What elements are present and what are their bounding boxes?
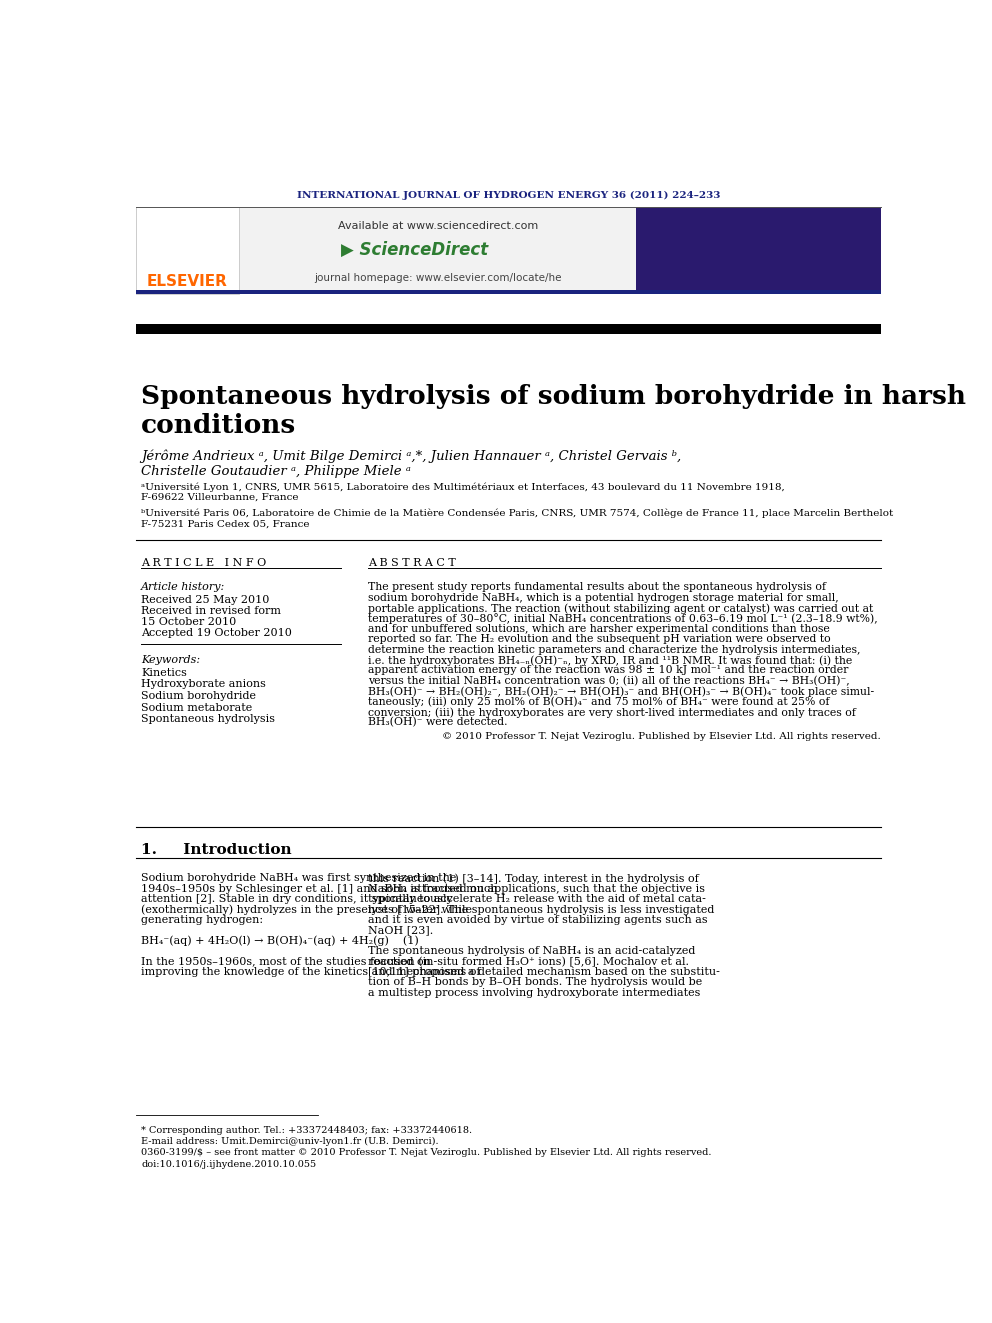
Text: [10,11] proposed a detailed mechanism based on the substitu-: [10,11] proposed a detailed mechanism ba… [368, 967, 720, 976]
Text: doi:10.1016/j.ijhydene.2010.10.055: doi:10.1016/j.ijhydene.2010.10.055 [141, 1160, 316, 1168]
Text: this reaction (1) [3–14]. Today, interest in the hydrolysis of: this reaction (1) [3–14]. Today, interes… [368, 873, 699, 884]
Text: portable applications. The reaction (without stabilizing agent or catalyst) was : portable applications. The reaction (wit… [368, 603, 873, 614]
Text: taneously; (iii) only 25 mol% of B(OH)₄⁻ and 75 mol% of BH₄⁻ were found at 25% o: taneously; (iii) only 25 mol% of B(OH)₄⁻… [368, 697, 829, 708]
Text: Available at www.sciencedirect.com: Available at www.sciencedirect.com [337, 221, 538, 230]
Text: * Corresponding author. Tel.: +33372448403; fax: +33372440618.: * Corresponding author. Tel.: +333724484… [141, 1126, 472, 1135]
Text: typically to accelerate H₂ release with the aid of metal cata-: typically to accelerate H₂ release with … [368, 894, 706, 904]
Text: and for unbuffered solutions, which are harsher experimental conditions than tho: and for unbuffered solutions, which are … [368, 624, 830, 634]
Text: Sodium borohydride NaBH₄ was first synthesized in the: Sodium borohydride NaBH₄ was first synth… [141, 873, 456, 884]
Text: Received 25 May 2010: Received 25 May 2010 [141, 594, 270, 605]
Text: Kinetics
Hydroxyborate anions
Sodium borohydride
Sodium metaborate
Spontaneous h: Kinetics Hydroxyborate anions Sodium bor… [141, 668, 275, 724]
Text: 15 October 2010: 15 October 2010 [141, 617, 236, 627]
Bar [136, 208, 881, 294]
Text: Spontaneous hydrolysis of sodium borohydride in harsh
conditions: Spontaneous hydrolysis of sodium borohyd… [141, 384, 966, 438]
Text: In the 1950s–1960s, most of the studies focused on: In the 1950s–1960s, most of the studies … [141, 957, 431, 967]
Text: 1.     Introduction: 1. Introduction [141, 843, 292, 856]
Text: reported so far. The H₂ evolution and the subsequent pH variation were observed : reported so far. The H₂ evolution and th… [368, 634, 830, 644]
Text: Received in revised form: Received in revised form [141, 606, 281, 617]
Text: NaBH₄ is focused on applications, such that the objective is: NaBH₄ is focused on applications, such t… [368, 884, 705, 894]
Text: Keywords:: Keywords: [141, 655, 200, 665]
Text: attention [2]. Stable in dry conditions, it spontaneously: attention [2]. Stable in dry conditions,… [141, 894, 452, 904]
Text: lysts [15–22]. The spontaneous hydrolysis is less investigated: lysts [15–22]. The spontaneous hydrolysi… [368, 905, 714, 914]
Text: reaction (in-situ formed H₃O⁺ ions) [5,6]. Mochalov et al.: reaction (in-situ formed H₃O⁺ ions) [5,6… [368, 957, 689, 967]
Text: conversion; (iii) the hydroxyborates are very short-lived intermediates and only: conversion; (iii) the hydroxyborates are… [368, 706, 856, 717]
Text: generating hydrogen:: generating hydrogen: [141, 916, 263, 925]
Text: Accepted 19 October 2010: Accepted 19 October 2010 [141, 627, 292, 638]
Text: (exothermically) hydrolyzes in the presence of water while: (exothermically) hydrolyzes in the prese… [141, 905, 472, 916]
Bar [136, 208, 239, 294]
Text: determine the reaction kinetic parameters and characterize the hydrolysis interm: determine the reaction kinetic parameter… [368, 644, 861, 655]
Text: NaOH [23].: NaOH [23]. [368, 925, 434, 935]
Text: ▶ ScienceDirect: ▶ ScienceDirect [341, 241, 488, 258]
Text: ᵃUniversité Lyon 1, CNRS, UMR 5615, Laboratoire des Multimétériaux et Interfaces: ᵃUniversité Lyon 1, CNRS, UMR 5615, Labo… [141, 482, 785, 501]
Text: improving the knowledge of the kinetics and mechanisms of: improving the knowledge of the kinetics … [141, 967, 480, 976]
Text: 1940s–1950s by Schlesinger et al. [1] and soon attracted much: 1940s–1950s by Schlesinger et al. [1] an… [141, 884, 498, 894]
Text: BH₄⁻(aq) + 4H₂O(l) → B(OH)₄⁻(aq) + 4H₂(g)    (1): BH₄⁻(aq) + 4H₂O(l) → B(OH)₄⁻(aq) + 4H₂(g… [141, 935, 419, 946]
Text: temperatures of 30–80°C, initial NaBH₄ concentrations of 0.63–6.19 mol L⁻¹ (2.3–: temperatures of 30–80°C, initial NaBH₄ c… [368, 614, 878, 624]
Text: BH₃(OH)⁻ were detected.: BH₃(OH)⁻ were detected. [368, 717, 508, 728]
Text: versus the initial NaBH₄ concentration was 0; (ii) all of the reactions BH₄⁻ → B: versus the initial NaBH₄ concentration w… [368, 676, 850, 687]
Bar [136, 290, 881, 294]
Text: The present study reports fundamental results about the spontaneous hydrolysis o: The present study reports fundamental re… [368, 582, 826, 593]
Text: A R T I C L E   I N F O: A R T I C L E I N F O [141, 557, 266, 568]
Text: A B S T R A C T: A B S T R A C T [368, 557, 456, 568]
Text: The spontaneous hydrolysis of NaBH₄ is an acid-catalyzed: The spontaneous hydrolysis of NaBH₄ is a… [368, 946, 695, 957]
Text: Article history:: Article history: [141, 582, 225, 593]
Text: ᵇUniversité Paris 06, Laboratoire de Chimie de la Matière Condensée Paris, CNRS,: ᵇUniversité Paris 06, Laboratoire de Chi… [141, 508, 894, 528]
Text: tion of B–H bonds by B–OH bonds. The hydrolysis would be: tion of B–H bonds by B–OH bonds. The hyd… [368, 978, 702, 987]
Text: a multistep process involving hydroxyborate intermediates: a multistep process involving hydroxybor… [368, 988, 700, 998]
Text: i.e. the hydroxyborates BH₄₋ₙ(OH)⁻ₙ, by XRD, IR and ¹¹B NMR. It was found that: : i.e. the hydroxyborates BH₄₋ₙ(OH)⁻ₙ, by … [368, 655, 852, 665]
Text: apparent activation energy of the reaction was 98 ± 10 kJ mol⁻¹ and the reaction: apparent activation energy of the reacti… [368, 665, 848, 676]
Text: ELSEVIER: ELSEVIER [147, 274, 228, 290]
Text: © 2010 Professor T. Nejat Veziroglu. Published by Elsevier Ltd. All rights reser: © 2010 Professor T. Nejat Veziroglu. Pub… [442, 733, 881, 741]
Text: and it is even avoided by virtue of stabilizing agents such as: and it is even avoided by virtue of stab… [368, 916, 707, 925]
Text: journal homepage: www.elsevier.com/locate/he: journal homepage: www.elsevier.com/locat… [314, 273, 561, 283]
Bar [136, 324, 881, 335]
Text: E-mail address: Umit.Demirci@univ-lyon1.fr (U.B. Demirci).: E-mail address: Umit.Demirci@univ-lyon1.… [141, 1136, 438, 1146]
Text: sodium borohydride NaBH₄, which is a potential hydrogen storage material for sma: sodium borohydride NaBH₄, which is a pot… [368, 593, 839, 603]
Bar [636, 208, 881, 294]
Text: Jérôme Andrieux ᵃ, Umit Bilge Demirci ᵃ,*, Julien Hannauer ᵃ, Christel Gervais ᵇ: Jérôme Andrieux ᵃ, Umit Bilge Demirci ᵃ,… [141, 450, 682, 479]
Text: BH₃(OH)⁻ → BH₂(OH)₂⁻, BH₂(OH)₂⁻ → BH(OH)₃⁻ and BH(OH)₃⁻ → B(OH)₄⁻ took place sim: BH₃(OH)⁻ → BH₂(OH)₂⁻, BH₂(OH)₂⁻ → BH(OH)… [368, 687, 874, 697]
Text: INTERNATIONAL JOURNAL OF HYDROGEN ENERGY 36 (2011) 224–233: INTERNATIONAL JOURNAL OF HYDROGEN ENERGY… [297, 191, 720, 200]
Text: 0360-3199/$ – see front matter © 2010 Professor T. Nejat Veziroglu. Published by: 0360-3199/$ – see front matter © 2010 Pr… [141, 1148, 711, 1158]
